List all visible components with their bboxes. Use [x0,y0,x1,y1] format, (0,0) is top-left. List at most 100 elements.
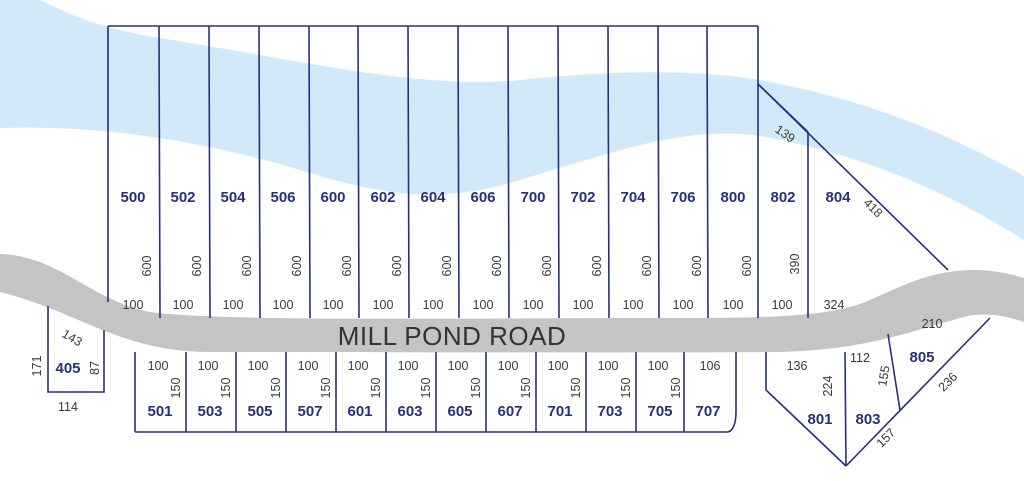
east-lot-lines [765,317,991,467]
south-lot-depth: 150 [419,378,433,399]
north-lot-labels: 500 600 100 502 600 100 504 600 100 506 600 100 600 6… [120,189,754,312]
lot-405-bottom-dimension: 114 [58,400,78,414]
lot-405-right-dimension: 87 [88,361,102,375]
north-lot-depth: 600 [290,256,304,277]
lot-802-number: 802 [770,189,795,206]
south-lot-frontage: 100 [448,359,469,373]
south-lot-depth: 150 [319,378,333,399]
north-lot-depth: 600 [340,256,354,277]
north-lot-frontage: 100 [573,298,594,312]
south-lot-number: 607 [497,403,522,420]
road-name: MILL POND ROAD [338,321,567,351]
south-lot-frontage: 100 [198,359,219,373]
north-lot-frontage: 100 [223,298,244,312]
south-lot-number: 703 [597,403,622,420]
north-lot-lines [107,25,949,319]
north-lot-depth: 600 [190,256,204,277]
lot-801-side-dimension: 224 [821,376,835,397]
north-lot-number: 704 [620,189,646,206]
south-lot-number: 705 [647,403,672,420]
north-lot-number: 600 [320,189,345,206]
south-lot-frontage: 100 [598,359,619,373]
lot-405-left-dimension: 171 [30,356,44,377]
lot-804-frontage: 324 [824,298,845,312]
north-lot-frontage: 100 [273,298,294,312]
north-lot-number: 502 [170,189,195,206]
lot-805-number: 805 [909,349,934,366]
south-lot-number: 501 [147,403,172,420]
north-lot-frontage: 100 [423,298,444,312]
south-lot-frontage: 100 [548,359,569,373]
south-lot-frontage: 100 [398,359,419,373]
north-lot-number: 700 [520,189,545,206]
south-lot-number: 701 [547,403,572,420]
south-lot-frontage: 100 [348,359,369,373]
lot-803-side-dimension: 155 [875,364,892,387]
lot-802-depth-dimension: 390 [788,254,802,275]
south-lot-depth: 150 [669,378,683,399]
south-lot-number: 505 [247,403,272,420]
lot-803-number: 803 [855,411,880,428]
lot-801-frontage: 136 [787,359,808,373]
north-lot-number: 604 [420,189,446,206]
north-lot-frontage: 100 [173,298,194,312]
north-lot-depth: 600 [740,256,754,277]
north-lot-frontage: 100 [473,298,494,312]
south-lot-depth: 150 [519,378,533,399]
lot-707-number: 707 [695,403,720,420]
north-lot-frontage: 100 [523,298,544,312]
lot-803-bottom-dimension: 157 [874,426,899,451]
north-lot-number: 800 [720,189,745,206]
north-lot-depth: 600 [440,256,454,277]
south-lot-number: 603 [397,403,422,420]
south-lot-number: 503 [197,403,222,420]
south-lot-depth: 150 [469,378,483,399]
south-lot-lines [134,352,737,433]
north-lot-number: 702 [570,189,595,206]
south-lot-depth: 150 [219,378,233,399]
south-lot-depth: 150 [369,378,383,399]
north-lot-depth: 600 [690,256,704,277]
north-lot-number: 500 [120,189,145,206]
south-lot-number: 601 [347,403,372,420]
north-lot-frontage: 100 [673,298,694,312]
north-lot-depth: 600 [490,256,504,277]
north-lot-frontage: 100 [373,298,394,312]
north-lot-depth: 600 [590,256,604,277]
south-lot-frontage: 100 [498,359,519,373]
lot-804-number: 804 [825,189,851,206]
north-lot-depth: 600 [640,256,654,277]
mill-pond-road [0,254,1024,353]
north-lot-frontage: 100 [323,298,344,312]
south-lot-depth: 150 [619,378,633,399]
north-lot-depth: 600 [540,256,554,277]
south-lot-frontage: 100 [298,359,319,373]
north-lot-frontage: 100 [623,298,644,312]
south-lot-depth: 150 [269,378,283,399]
lot-405-frontage: 143 [59,327,84,350]
south-lot-frontage: 100 [148,359,169,373]
north-lot-number: 506 [270,189,295,206]
lot-805-side-dimension: 236 [936,370,961,395]
river [0,0,1024,240]
lot-405-outline [47,306,105,393]
north-lot-number: 706 [670,189,695,206]
north-lot-frontage: 100 [123,298,144,312]
lot-803-frontage: 112 [850,351,870,365]
lot-801-number: 801 [807,411,832,428]
north-lot-depth: 600 [240,256,254,277]
lot-804-side-dimension: 418 [861,196,886,221]
north-lot-depth: 600 [390,256,404,277]
south-lot-number: 605 [447,403,472,420]
south-lot-frontage: 100 [248,359,269,373]
north-lot-depth: 600 [140,256,154,277]
north-lot-number: 504 [220,189,246,206]
south-lot-number: 507 [297,403,322,420]
lot-805-frontage: 210 [922,317,943,331]
lot-707-frontage: 106 [700,359,721,373]
south-lot-frontage: 100 [648,359,669,373]
south-lot-labels: 5011001505031001505051001505071001506011… [147,359,683,420]
south-lot-depth: 150 [169,378,183,399]
